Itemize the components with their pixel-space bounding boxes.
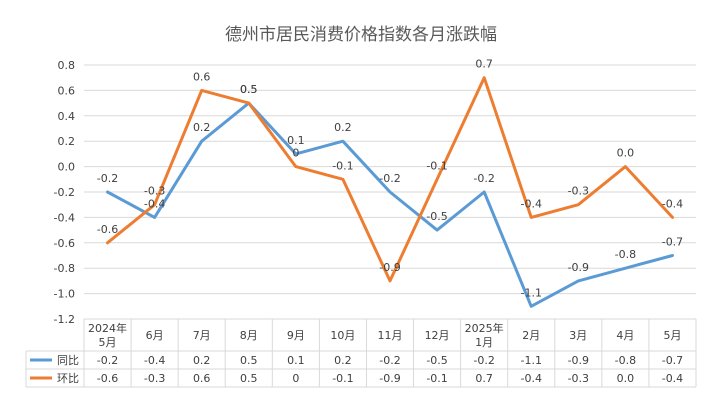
table-cell: -0.3 bbox=[568, 372, 589, 385]
table-cell: 0.2 bbox=[193, 354, 211, 367]
x-tick-label: 9月 bbox=[287, 329, 305, 342]
data-label: 0.5 bbox=[240, 83, 258, 96]
table-cell: -0.7 bbox=[662, 354, 683, 367]
x-tick-label: 8月 bbox=[240, 329, 258, 342]
x-tick-label: 5月 bbox=[663, 329, 681, 342]
y-tick-label: 0.4 bbox=[58, 110, 76, 123]
data-label: -0.4 bbox=[144, 197, 165, 210]
table-cell: 0.0 bbox=[617, 372, 635, 385]
table-cell: 0.7 bbox=[475, 372, 493, 385]
x-tick-label: 10月 bbox=[330, 329, 355, 342]
y-tick-label: 0.0 bbox=[58, 161, 76, 174]
data-label: -0.4 bbox=[662, 197, 683, 210]
data-label: 0.7 bbox=[475, 58, 493, 71]
x-tick-label: 2月 bbox=[522, 329, 540, 342]
table-cell: -0.4 bbox=[144, 354, 165, 367]
y-tick-label: -1.0 bbox=[54, 288, 75, 301]
x-tick-label: 12月 bbox=[425, 329, 450, 342]
y-tick-label: -0.6 bbox=[54, 237, 75, 250]
table-cell: 0.1 bbox=[287, 354, 305, 367]
y-tick-label: -0.8 bbox=[54, 262, 75, 275]
table-cell: 0 bbox=[292, 372, 299, 385]
x-tick-label: 2024年 5月 bbox=[88, 321, 127, 349]
data-label: -0.3 bbox=[144, 185, 165, 198]
x-tick-label: 7月 bbox=[193, 329, 211, 342]
table-cell: 0.5 bbox=[240, 354, 258, 367]
table-cell: 0.5 bbox=[240, 372, 258, 385]
table-cell: -0.2 bbox=[379, 354, 400, 367]
chart-title: 德州市居民消费价格指数各月涨跌幅 bbox=[225, 25, 497, 45]
data-label: 0 bbox=[292, 147, 299, 160]
y-tick-label: 0.6 bbox=[58, 84, 76, 97]
y-tick-label: 0.8 bbox=[58, 59, 76, 72]
table-cell: -0.2 bbox=[97, 354, 118, 367]
table-cell: -0.9 bbox=[379, 372, 400, 385]
data-label: 0.2 bbox=[193, 121, 211, 134]
table-cell: -0.8 bbox=[615, 354, 636, 367]
data-label: 0.5 bbox=[240, 83, 258, 96]
data-label: -0.3 bbox=[568, 185, 589, 198]
data-label: -0.1 bbox=[426, 159, 447, 172]
table-cell: -0.2 bbox=[473, 354, 494, 367]
data-label: -1.1 bbox=[520, 286, 541, 299]
data-label: -0.2 bbox=[97, 172, 118, 185]
data-label: -0.5 bbox=[426, 210, 447, 223]
y-tick-label: -0.4 bbox=[54, 211, 75, 224]
x-tick-label: 6月 bbox=[146, 329, 164, 342]
x-tick-label: 2025年 1月 bbox=[465, 321, 504, 349]
y-tick-label: -0.2 bbox=[54, 186, 75, 199]
y-tick-label: -1.2 bbox=[54, 313, 75, 326]
data-label: -0.8 bbox=[615, 248, 636, 261]
data-label: -0.1 bbox=[332, 159, 353, 172]
table-cell: 0.6 bbox=[193, 372, 211, 385]
table-cell: 0.2 bbox=[334, 354, 352, 367]
data-label: -0.7 bbox=[662, 236, 683, 249]
x-tick-label: 4月 bbox=[616, 329, 634, 342]
series-line-yoy bbox=[106, 101, 674, 308]
data-label: -0.6 bbox=[97, 223, 118, 236]
table-cell: -0.6 bbox=[97, 372, 118, 385]
x-tick-label: 3月 bbox=[569, 329, 587, 342]
data-label: -0.9 bbox=[568, 261, 589, 274]
table-cell: -1.1 bbox=[520, 354, 541, 367]
legend-label: 同比 bbox=[57, 354, 79, 367]
data-label: -0.9 bbox=[379, 261, 400, 274]
table-cell: -0.3 bbox=[144, 372, 165, 385]
data-label: -0.4 bbox=[520, 197, 541, 210]
legend-label: 环比 bbox=[57, 372, 79, 385]
data-label: 0.2 bbox=[334, 121, 352, 134]
table-cell: -0.4 bbox=[662, 372, 683, 385]
x-tick-label: 11月 bbox=[378, 329, 403, 342]
table-cell: -0.9 bbox=[568, 354, 589, 367]
data-label: 0.1 bbox=[287, 134, 305, 147]
data-label: -0.2 bbox=[379, 172, 400, 185]
table-cell: -0.1 bbox=[426, 372, 447, 385]
data-label: 0.6 bbox=[193, 70, 211, 83]
data-label: 0.0 bbox=[617, 147, 635, 160]
data-label: -0.2 bbox=[473, 172, 494, 185]
table-cell: -0.1 bbox=[332, 372, 353, 385]
table-cell: -0.4 bbox=[520, 372, 541, 385]
table-cell: -0.5 bbox=[426, 354, 447, 367]
series-line-mom bbox=[106, 76, 674, 283]
y-tick-label: 0.2 bbox=[58, 135, 76, 148]
